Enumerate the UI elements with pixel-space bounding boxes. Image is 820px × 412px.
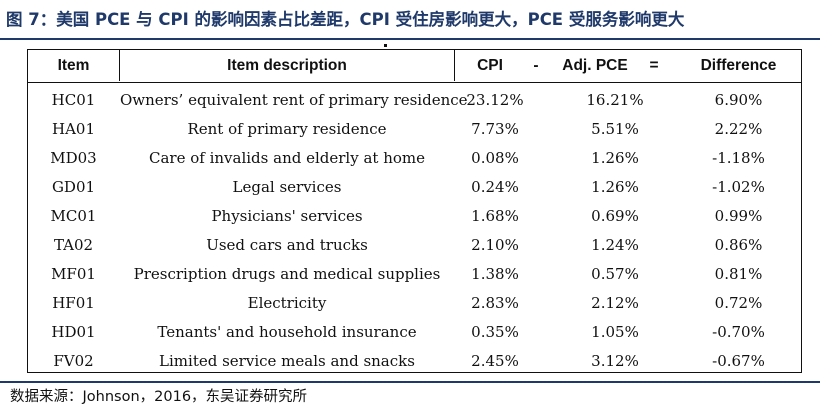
cell-item: FV02	[53, 352, 94, 370]
cell-description: Electricity	[247, 294, 327, 312]
cell-item: HA01	[51, 120, 95, 138]
cell-description: Used cars and trucks	[206, 236, 368, 254]
table-row: HC01 Owners’ equivalent rent of primary …	[28, 86, 801, 115]
cell-difference: 0.86%	[714, 236, 763, 254]
cell-difference: -1.18%	[712, 149, 765, 167]
cell-pce: 1.26%	[591, 149, 639, 167]
cell-cpi: 7.73%	[471, 120, 519, 138]
cell-cpi: 2.83%	[471, 294, 519, 312]
table-row: HA01 Rent of primary residence 7.73% 5.5…	[28, 115, 801, 144]
table-header: Item Item description CPI - Adj. PCE = D…	[28, 50, 801, 83]
bottom-rule	[0, 381, 820, 383]
cell-pce: 2.12%	[591, 294, 639, 312]
table-row: MD03 Care of invalids and elderly at hom…	[28, 144, 801, 173]
cell-cpi: 2.10%	[471, 236, 519, 254]
table-row: HD01 Tenants' and household insurance 0.…	[28, 318, 801, 347]
cell-difference: 0.81%	[714, 265, 763, 283]
header-description: Item description	[227, 57, 347, 74]
header-divider	[454, 50, 455, 81]
cell-description: Rent of primary residence	[187, 120, 387, 138]
cell-difference: -0.70%	[712, 323, 765, 341]
header-item: Item	[57, 57, 90, 74]
tick-mark	[384, 44, 387, 47]
header-adj-pce: Adj. PCE	[562, 57, 628, 74]
cell-item: MC01	[50, 207, 97, 225]
cell-cpi: 23.12%	[466, 91, 524, 109]
cell-description: Tenants' and household insurance	[157, 323, 417, 341]
cell-item: HD01	[51, 323, 96, 341]
header-difference: Difference	[700, 57, 777, 74]
cell-cpi: 1.68%	[471, 207, 519, 225]
table-row: MC01 Physicians' services 1.68% 0.69% 0.…	[28, 202, 801, 231]
cell-item: GD01	[51, 178, 96, 196]
cell-description: Legal services	[232, 178, 342, 196]
header-equals: =	[649, 57, 659, 74]
cell-pce: 1.24%	[591, 236, 639, 254]
cell-item: TA02	[53, 236, 94, 254]
table-row: MF01 Prescription drugs and medical supp…	[28, 260, 801, 289]
cell-cpi: 1.38%	[471, 265, 519, 283]
cell-pce: 16.21%	[586, 91, 644, 109]
table-row: FV02 Limited service meals and snacks 2.…	[28, 347, 801, 376]
cell-pce: 3.12%	[591, 352, 639, 370]
cell-difference: 6.90%	[714, 91, 763, 109]
figure-title: 图 7：美国 PCE 与 CPI 的影响因素占比差距，CPI 受住房影响更大，P…	[6, 10, 685, 29]
cell-cpi: 2.45%	[471, 352, 519, 370]
cell-item: HC01	[51, 91, 96, 109]
cell-item: MF01	[51, 265, 96, 283]
table-row: GD01 Legal services 0.24% 1.26% -1.02%	[28, 173, 801, 202]
cell-description: Limited service meals and snacks	[159, 352, 415, 370]
cell-description: Care of invalids and elderly at home	[149, 149, 425, 167]
cell-difference: -1.02%	[712, 178, 765, 196]
top-rule	[0, 38, 820, 40]
data-table: Item Item description CPI - Adj. PCE = D…	[27, 49, 802, 373]
cell-pce: 0.57%	[591, 265, 639, 283]
cell-pce: 0.69%	[591, 207, 639, 225]
header-minus: -	[533, 57, 539, 74]
cell-pce: 1.26%	[591, 178, 639, 196]
source-note: 数据来源：Johnson，2016，东吴证券研究所	[10, 389, 308, 405]
cell-cpi: 0.08%	[471, 149, 519, 167]
cell-description: Prescription drugs and medical supplies	[133, 265, 441, 283]
cell-description: Owners’ equivalent rent of primary resid…	[120, 91, 468, 109]
cell-pce: 1.05%	[591, 323, 639, 341]
cell-pce: 5.51%	[591, 120, 639, 138]
cell-description: Physicians' services	[211, 207, 363, 225]
cell-item: MD03	[50, 149, 97, 167]
cell-difference: -0.67%	[712, 352, 765, 370]
cell-difference: 2.22%	[714, 120, 763, 138]
cell-difference: 0.99%	[714, 207, 763, 225]
table-row: TA02 Used cars and trucks 2.10% 1.24% 0.…	[28, 231, 801, 260]
cell-cpi: 0.24%	[471, 178, 519, 196]
header-cpi: CPI	[477, 57, 503, 74]
header-divider	[119, 50, 120, 81]
cell-item: HF01	[52, 294, 95, 312]
table-row: HF01 Electricity 2.83% 2.12% 0.72%	[28, 289, 801, 318]
cell-cpi: 0.35%	[471, 323, 519, 341]
cell-difference: 0.72%	[714, 294, 763, 312]
